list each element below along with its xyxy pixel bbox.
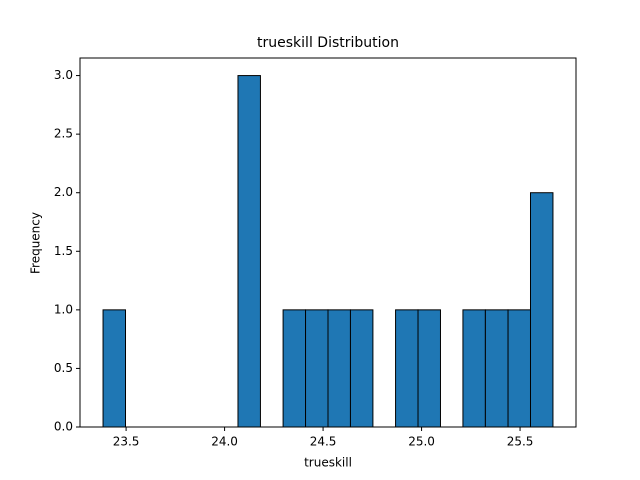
bar <box>282 309 307 428</box>
y-tick-label: 1.5 <box>54 244 73 258</box>
chart-title: trueskill Distribution <box>257 35 399 51</box>
bar <box>395 309 419 428</box>
x-tick-label: 24.5 <box>310 435 337 449</box>
bar <box>349 309 374 428</box>
bar <box>484 309 509 428</box>
y-tick-label: 0.5 <box>54 361 73 375</box>
y-tick-label: 1.0 <box>54 302 73 316</box>
y-tick-label: 0.0 <box>54 420 73 434</box>
bar <box>462 309 486 428</box>
y-tick-label: 2.5 <box>54 127 73 141</box>
plot-frame <box>79 57 577 428</box>
x-tick-label: 25.5 <box>507 435 534 449</box>
bar <box>507 309 531 428</box>
x-tick-label: 24.0 <box>211 435 238 449</box>
x-tick-label: 25.0 <box>408 435 435 449</box>
x-axis-label: trueskill <box>304 456 352 470</box>
bar <box>102 309 127 428</box>
y-tick-label: 3.0 <box>54 68 73 82</box>
bar <box>237 75 261 428</box>
y-tick-label: 2.0 <box>54 185 73 199</box>
bar <box>417 309 441 428</box>
bar <box>327 309 351 428</box>
y-axis-label: Frequency <box>29 212 43 274</box>
bar <box>529 192 554 428</box>
bar <box>305 309 329 428</box>
x-tick-label: 23.5 <box>113 435 140 449</box>
